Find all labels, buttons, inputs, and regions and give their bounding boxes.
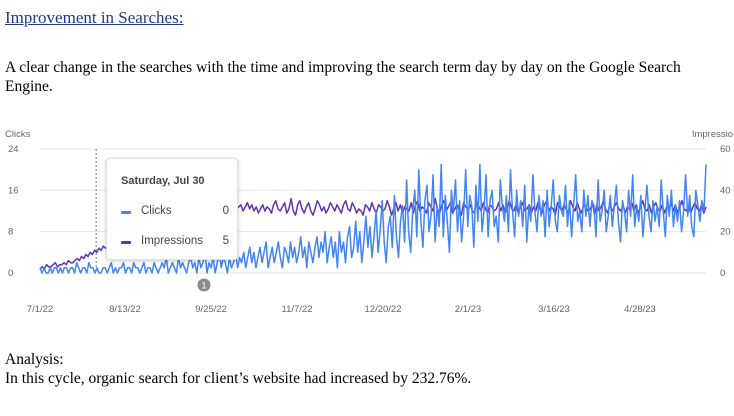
clicks-series-line (39, 163, 707, 274)
x-tick-label: 12/20/22 (365, 304, 402, 315)
tooltip-impressions-value: 5 (222, 235, 229, 247)
y-left-tick-label: 16 (8, 185, 19, 196)
y-left-tick-label: 24 (8, 144, 19, 155)
section-heading: Improvement in Searches: (5, 8, 184, 27)
x-tick-label: 11/7/22 (282, 304, 313, 315)
annotation-marker (197, 278, 211, 292)
y-right-tick-label: 0 (720, 268, 725, 279)
chart-tooltip: Saturday, Jul 30 Clicks 0 Impressions 5 (106, 158, 238, 260)
x-tick-label: 2/1/23 (455, 304, 481, 315)
tooltip-clicks-value: 0 (222, 205, 229, 217)
annotation-marker-label: 1 (201, 281, 206, 291)
y-left-tick-label: 0 (8, 268, 13, 279)
y-right-tick-label: 20 (720, 227, 731, 238)
y-right-tick-label: 40 (720, 185, 731, 196)
tooltip-row-clicks: Clicks 0 (121, 205, 229, 219)
x-tick-label: 4/28/23 (624, 304, 656, 315)
intro-paragraph: A clear change in the searches with the … (5, 59, 681, 95)
tooltip-clicks-label: Clicks (141, 205, 172, 217)
y-left-tick-label: 8 (8, 227, 13, 238)
analysis-title: Analysis: (5, 351, 64, 368)
analysis-block: Analysis: In this cycle, organic search … (5, 350, 471, 388)
x-tick-label: 9/25/22 (195, 304, 227, 315)
y-left-title: Clicks (5, 129, 31, 140)
impressions-swatch (121, 241, 131, 244)
tooltip-date: Saturday, Jul 30 (121, 175, 205, 187)
analysis-text: In this cycle, organic search for client… (5, 370, 472, 387)
clicks-swatch (121, 211, 131, 214)
x-tick-label: 3/16/23 (538, 304, 570, 315)
y-right-title: Impressio (692, 129, 733, 140)
tooltip-row-impressions: Impressions 5 (121, 235, 229, 249)
tooltip-impressions-label: Impressions (141, 235, 203, 247)
y-right-tick-label: 60 (720, 144, 731, 155)
x-tick-label: 7/1/22 (27, 304, 53, 315)
x-tick-label: 8/13/22 (109, 304, 141, 315)
